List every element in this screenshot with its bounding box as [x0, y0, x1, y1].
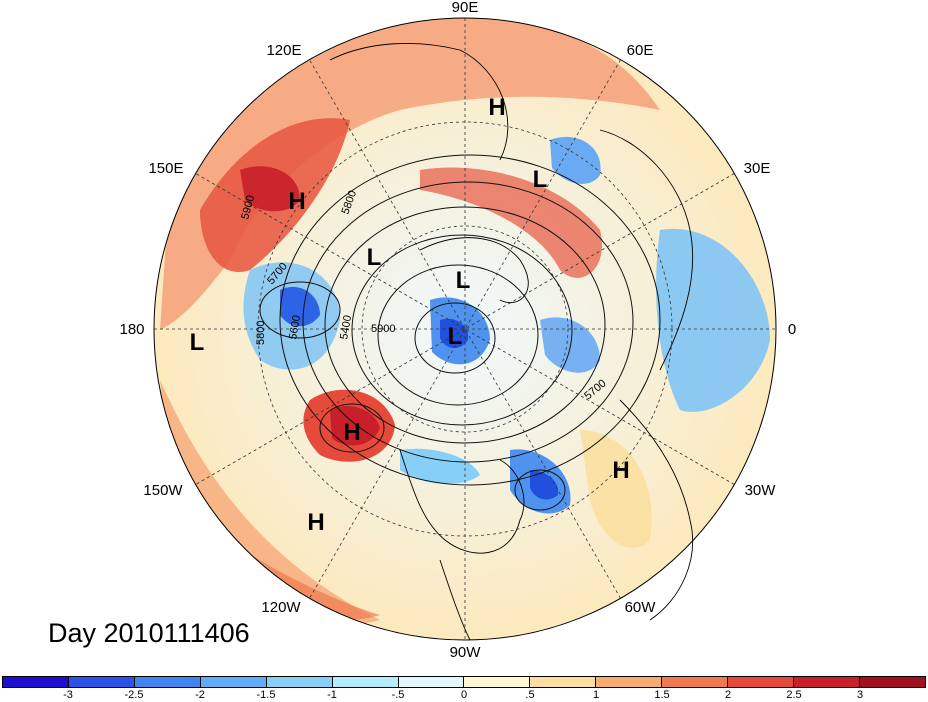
low-pressure-label: L	[367, 244, 382, 271]
pressure-systems: H L H L L L L H H H	[190, 94, 630, 536]
high-pressure-label: H	[307, 509, 324, 536]
colorbar-tick-label: 0	[460, 689, 468, 701]
colorbar-swatch	[794, 677, 860, 687]
height-contours	[259, 154, 661, 511]
colorbar-swatch	[464, 677, 531, 687]
colorbar-tick-label: 1	[592, 689, 600, 701]
colorbar-swatch	[530, 677, 597, 687]
high-pressure-label: H	[612, 457, 629, 484]
lon-label-120w: 120W	[261, 599, 301, 616]
lon-label-30e: 30E	[744, 160, 771, 177]
graticule	[154, 18, 776, 640]
colorbar-swatch	[3, 677, 69, 687]
lon-label-0: 0	[788, 321, 796, 338]
longitude-labels: 90E 60E 30E 0 30W 60W 90W 120W 150W 180 …	[119, 0, 796, 661]
colorbar-tick-label: -.5	[391, 689, 405, 701]
lon-label-60e: 60E	[627, 42, 654, 59]
colorbar-swatch	[134, 677, 201, 687]
colorbar-tick-labels: -3 -2.5 -2 -1.5 -1 -.5 0 .5 1 1.5 2 2.5 3	[2, 689, 926, 702]
colorbar-tick-label: 2	[724, 689, 732, 701]
colorbar-tick-label: -2.5	[124, 689, 144, 701]
high-pressure-label: H	[488, 94, 505, 121]
colorbar-swatch	[728, 677, 795, 687]
lon-label-150w: 150W	[143, 482, 183, 499]
contour-label: 5600	[287, 314, 303, 340]
colorbar-swatch	[859, 677, 925, 687]
colorbar-tick-label: 2.5	[786, 689, 802, 701]
map-date-title: Day 2010111406	[48, 618, 250, 648]
contour-label: 5400	[338, 314, 354, 340]
low-pressure-label: L	[190, 329, 205, 356]
colorbar-swatch	[266, 677, 333, 687]
colorbar-tick-label: -2	[195, 689, 205, 701]
colorbar-swatch	[332, 677, 399, 687]
contour-label: 5800	[255, 321, 267, 345]
colorbar-tick-label: -1.5	[256, 689, 276, 701]
colorbar-swatch	[662, 677, 729, 687]
colorbar-swatch	[596, 677, 663, 687]
lon-label-150e: 150E	[148, 160, 183, 177]
colorbar-swatch	[68, 677, 135, 687]
colorbar-swatch	[200, 677, 267, 687]
lon-label-60w: 60W	[625, 599, 657, 616]
lon-label-30w: 30W	[745, 482, 777, 499]
lon-label-90w: 90W	[450, 644, 482, 661]
high-pressure-label: H	[288, 188, 305, 215]
lon-label-180: 180	[119, 321, 144, 338]
map-boundary	[153, 17, 777, 641]
high-pressure-label: H	[343, 419, 360, 446]
colorbar-tick-label: 3	[856, 689, 864, 701]
coastlines	[329, 42, 694, 641]
lon-label-90e: 90E	[452, 0, 479, 16]
colorbar-tick-label: 1.5	[654, 689, 670, 701]
lon-label-120e: 120E	[266, 42, 301, 59]
colorbar-swatch	[398, 677, 465, 687]
low-pressure-label: L	[448, 323, 463, 350]
contour-label: 5900	[371, 323, 395, 335]
colorbar	[2, 676, 926, 688]
low-pressure-label: L	[533, 166, 548, 193]
low-pressure-label: L	[456, 267, 471, 294]
colorbar-tick-label: -1	[327, 689, 337, 701]
colorbar-tick-label: -3	[63, 689, 73, 701]
colorbar-tick-label: .5	[525, 689, 535, 701]
